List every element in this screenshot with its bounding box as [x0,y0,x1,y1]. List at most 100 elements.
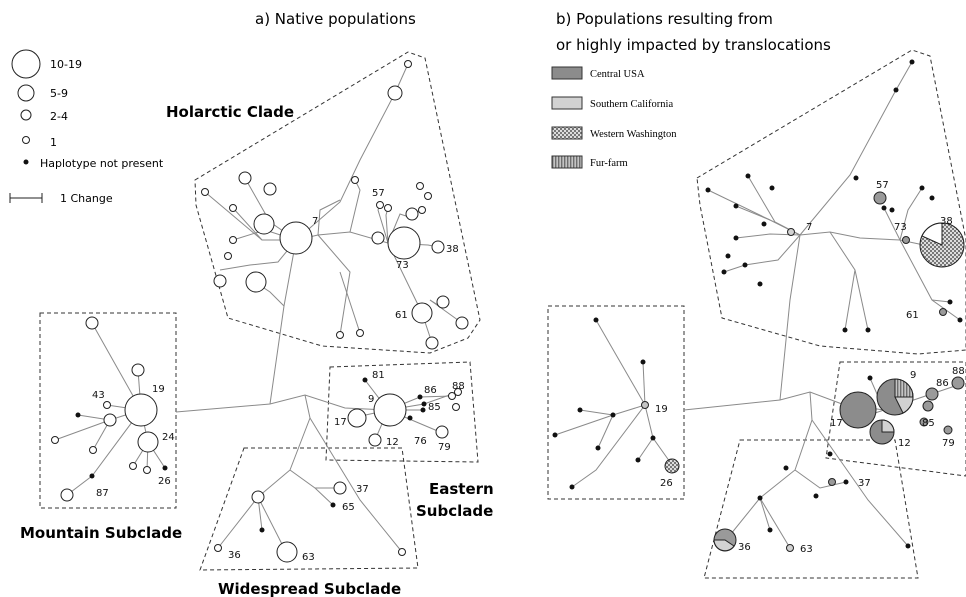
haplotype-node [384,204,392,212]
legend-label: 5-9 [50,87,68,100]
haplotype-node [431,240,445,254]
eastern-subclade-label-line2: Subclade [416,502,493,520]
haplotype-label: 36 [228,550,241,561]
mountain-subclade-box [547,305,685,500]
haplotype-label: 38 [940,216,953,227]
pie-slice [921,222,943,246]
western-washington-swatch [551,126,583,140]
haplotype-node [356,329,364,337]
haplotype-node [347,408,367,428]
legend-label: Central USA [590,69,645,80]
haplotype-node [60,488,74,502]
eastern-subclade-box [325,361,479,463]
haplotype-label: 7 [312,216,318,227]
legend-circle-medium [17,84,35,102]
haplotype-node [103,401,111,409]
legend-label: Southern California [590,99,673,110]
haplotype-node [404,60,412,68]
scale-bar-icon [9,193,43,203]
haplotype-label: 76 [414,436,427,447]
legend-label: 1 [50,136,57,149]
haplotype-node [224,252,232,260]
mountain-subclade-label: Mountain Subclade [20,524,182,542]
haplotype-node [411,302,433,324]
widespread-subclade-box [199,447,419,571]
panel-b-title-line1: b) Populations resulting from [556,10,773,28]
haplotype-node [387,226,421,260]
haplotype-node [387,85,403,101]
haplotype-node [85,316,99,330]
haplotype-node [416,182,424,190]
legend-circle-small [20,109,32,121]
haplotype-label: 63 [302,552,315,563]
pie-slice [713,539,735,552]
panel-b-absent-haplotypes [552,59,963,549]
haplotype-node [436,295,450,309]
haplotype-label: 79 [438,442,451,453]
pie-slice [894,396,914,414]
haplotype-node [424,192,432,200]
haplotype-node [213,274,227,288]
haplotype-node [902,236,910,244]
haplotype-node [925,387,939,401]
haplotype-label: 61 [395,310,408,321]
pie-slice [881,419,895,433]
southern-california-swatch [551,96,583,110]
haplotype-node [333,481,347,495]
mountain-subclade-box [39,312,177,509]
haplotype-label: 9 [368,394,374,405]
holarctic-clade-box [696,49,966,355]
holarctic-clade-box [194,51,481,354]
haplotype-node [245,271,267,293]
scale-bar-label: 1 Change [60,192,113,205]
legend-label: Western Washington [590,129,677,140]
haplotype-node [368,433,382,447]
haplotype-label: 37 [858,478,871,489]
fur-farm-swatch [551,155,583,169]
haplotype-node [124,393,158,427]
haplotype-node [351,176,359,184]
haplotype-node [251,490,265,504]
pie-slice [894,378,914,398]
haplotype-node [371,231,385,245]
haplotype-node [376,201,384,209]
haplotype-node [787,228,795,236]
panel-b-present-haplotypes [641,191,965,552]
haplotype-label: 36 [738,542,751,553]
haplotype-label: 86 [936,378,949,389]
haplotype-node [873,191,887,205]
haplotype-node [455,316,469,330]
haplotype-node [448,392,456,400]
haplotype-label: 12 [898,438,911,449]
panel-a-absent-haplotypes [75,377,427,533]
eastern-subclade-label-line1: Eastern [429,480,494,498]
haplotype-node [214,544,222,552]
legend-dot-absent [23,159,29,165]
haplotype-label: 24 [162,432,175,443]
haplotype-node [129,462,137,470]
haplotype-node [373,393,407,427]
haplotype-label: 65 [342,502,355,513]
haplotype-label: 88 [452,381,465,392]
haplotype-label: 12 [386,437,399,448]
haplotype-node [229,204,237,212]
eastern-subclade-box [825,361,966,477]
haplotype-node [131,363,145,377]
haplotype-label: 81 [372,370,385,381]
haplotype-node [828,478,836,486]
haplotype-node [263,182,277,196]
haplotype-label: 86 [424,385,437,396]
widespread-subclade-label: Widespread Subclade [218,580,401,597]
haplotype-label: 19 [152,384,165,395]
haplotype-pie [839,391,877,429]
haplotype-label: 17 [334,417,347,428]
haplotype-label: 17 [830,418,843,429]
haplotype-label: 7 [806,222,812,233]
haplotype-label: 73 [396,260,409,271]
panel-b-haplotype-labels: 57 7 73 38 61 9 88 86 17 85 12 79 19 26 … [655,180,965,555]
haplotype-label: 26 [660,478,673,489]
haplotype-node [103,413,117,427]
haplotype-label: 73 [894,222,907,233]
haplotype-label: 63 [800,544,813,555]
